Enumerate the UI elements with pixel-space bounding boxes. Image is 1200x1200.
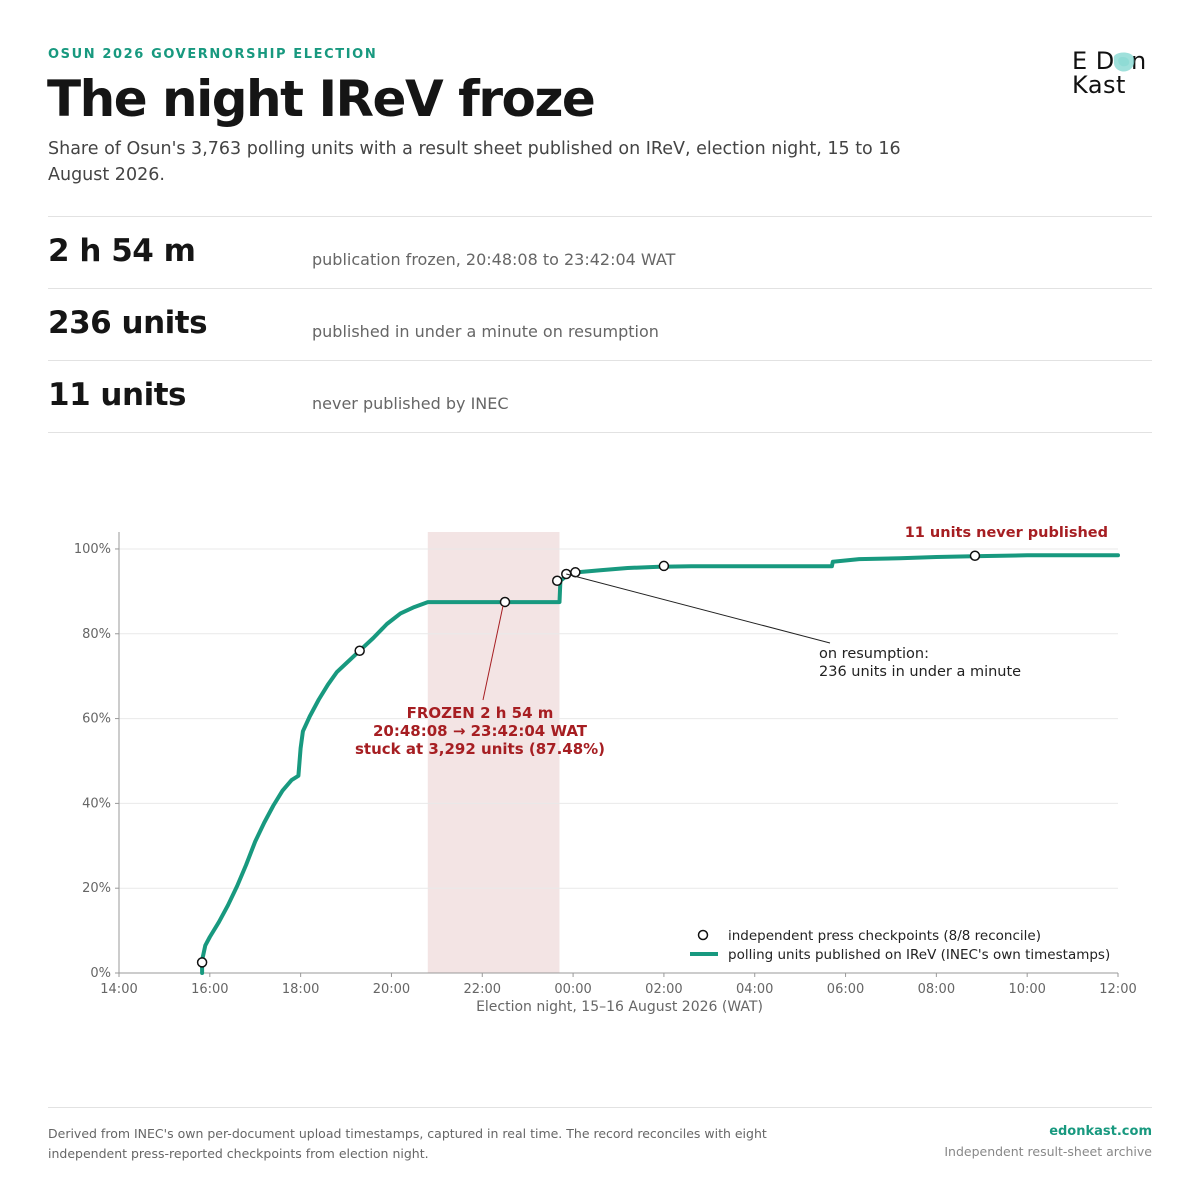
x-axis-title: Election night, 15–16 August 2026 (WAT): [476, 999, 763, 1015]
brand-logo: E D n Kast: [1072, 48, 1156, 100]
legend-checkpoint-marker: [697, 929, 709, 941]
y-tick-label: 40%: [82, 796, 111, 811]
stat-row-unpublished: 11 units never published by INEC: [48, 361, 1152, 433]
page-subtitle: Share of Osun's 3,763 polling units with…: [48, 139, 901, 185]
freeze-annotation-line: 20:48:08 → 23:42:04 WAT: [373, 722, 588, 740]
y-tick-label: 0%: [90, 966, 111, 981]
y-tick-label: 60%: [82, 712, 111, 727]
checkpoint-marker: [551, 575, 563, 587]
footer-divider: [48, 1107, 1152, 1108]
x-tick-label: 08:00: [918, 982, 955, 997]
stat-row-frozen-duration: 2 h 54 m publication frozen, 20:48:08 to…: [48, 217, 1152, 289]
x-tick-label: 02:00: [645, 982, 682, 997]
kicker: OSUN 2026 GOVERNORSHIP ELECTION: [48, 47, 378, 62]
freeze-interval-band: [427, 532, 560, 973]
checkpoint-marker: [969, 550, 981, 561]
x-tick-label: 20:00: [373, 982, 410, 997]
stat-label: never published by INEC: [312, 394, 509, 413]
logo-line-2: Kast: [1072, 71, 1126, 99]
key-stats: 2 h 54 m publication frozen, 20:48:08 to…: [48, 216, 1152, 433]
x-tick-label: 06:00: [827, 982, 864, 997]
site-link[interactable]: edonkast.com: [1049, 1124, 1152, 1139]
freeze-annotation-line: FROZEN 2 h 54 m: [407, 704, 554, 722]
y-tick-label: 100%: [74, 542, 111, 557]
stat-value: 236 units: [48, 305, 208, 341]
logo-accent-mark: [1113, 52, 1135, 72]
checkpoint-marker: [196, 957, 208, 968]
checkpoint-marker: [354, 645, 365, 656]
x-tick-label: 10:00: [1008, 982, 1045, 997]
published-units-line: [200, 553, 1120, 975]
stat-value: 11 units: [48, 377, 186, 413]
unpublished-annotation: 11 units never published: [905, 525, 1108, 541]
stat-row-resumption-burst: 236 units published in under a minute on…: [48, 289, 1152, 361]
stat-value: 2 h 54 m: [48, 233, 196, 269]
x-tick-label: 18:00: [282, 982, 319, 997]
site-tagline: Independent result-sheet archive: [944, 1144, 1152, 1159]
x-tick-label: 16:00: [191, 982, 228, 997]
checkpoint-marker: [499, 596, 511, 608]
stat-label: publication frozen, 20:48:08 to 23:42:04…: [312, 250, 676, 269]
y-tick-label: 80%: [82, 627, 111, 642]
legend-checkpoint-label: independent press checkpoints (8/8 recon…: [728, 928, 1041, 944]
page-title: The night IReV froze: [47, 70, 596, 128]
x-tick-label: 04:00: [736, 982, 773, 997]
freeze-annotation-line: stuck at 3,292 units (87.48%): [355, 740, 605, 758]
x-tick-label: 14:00: [100, 982, 137, 997]
legend-line-label: polling units published on IReV (INEC's …: [728, 947, 1110, 963]
checkpoint-marker: [658, 560, 670, 572]
resumption-annotation-line: 236 units in under a minute: [819, 664, 1021, 680]
x-tick-label: 22:00: [464, 982, 501, 997]
checkpoint-marker: [561, 568, 572, 580]
publication-chart: 0% 20% 40% 60% 80% 100% 14:00 16:00 18:00 20:00 22…: [74, 525, 1137, 1015]
stat-label: published in under a minute on resumptio…: [312, 322, 659, 341]
freeze-pointer-line: [482, 605, 504, 701]
footnote: Derived from INEC's own per-document upl…: [48, 1126, 767, 1161]
logo-line-1: E D n: [1072, 47, 1147, 75]
y-tick-label: 20%: [82, 881, 111, 896]
resumption-annotation-line: on resumption:: [819, 646, 929, 662]
x-tick-label: 00:00: [554, 982, 591, 997]
x-tick-label: 12:00: [1099, 982, 1136, 997]
resumption-pointer-line: [566, 573, 831, 644]
